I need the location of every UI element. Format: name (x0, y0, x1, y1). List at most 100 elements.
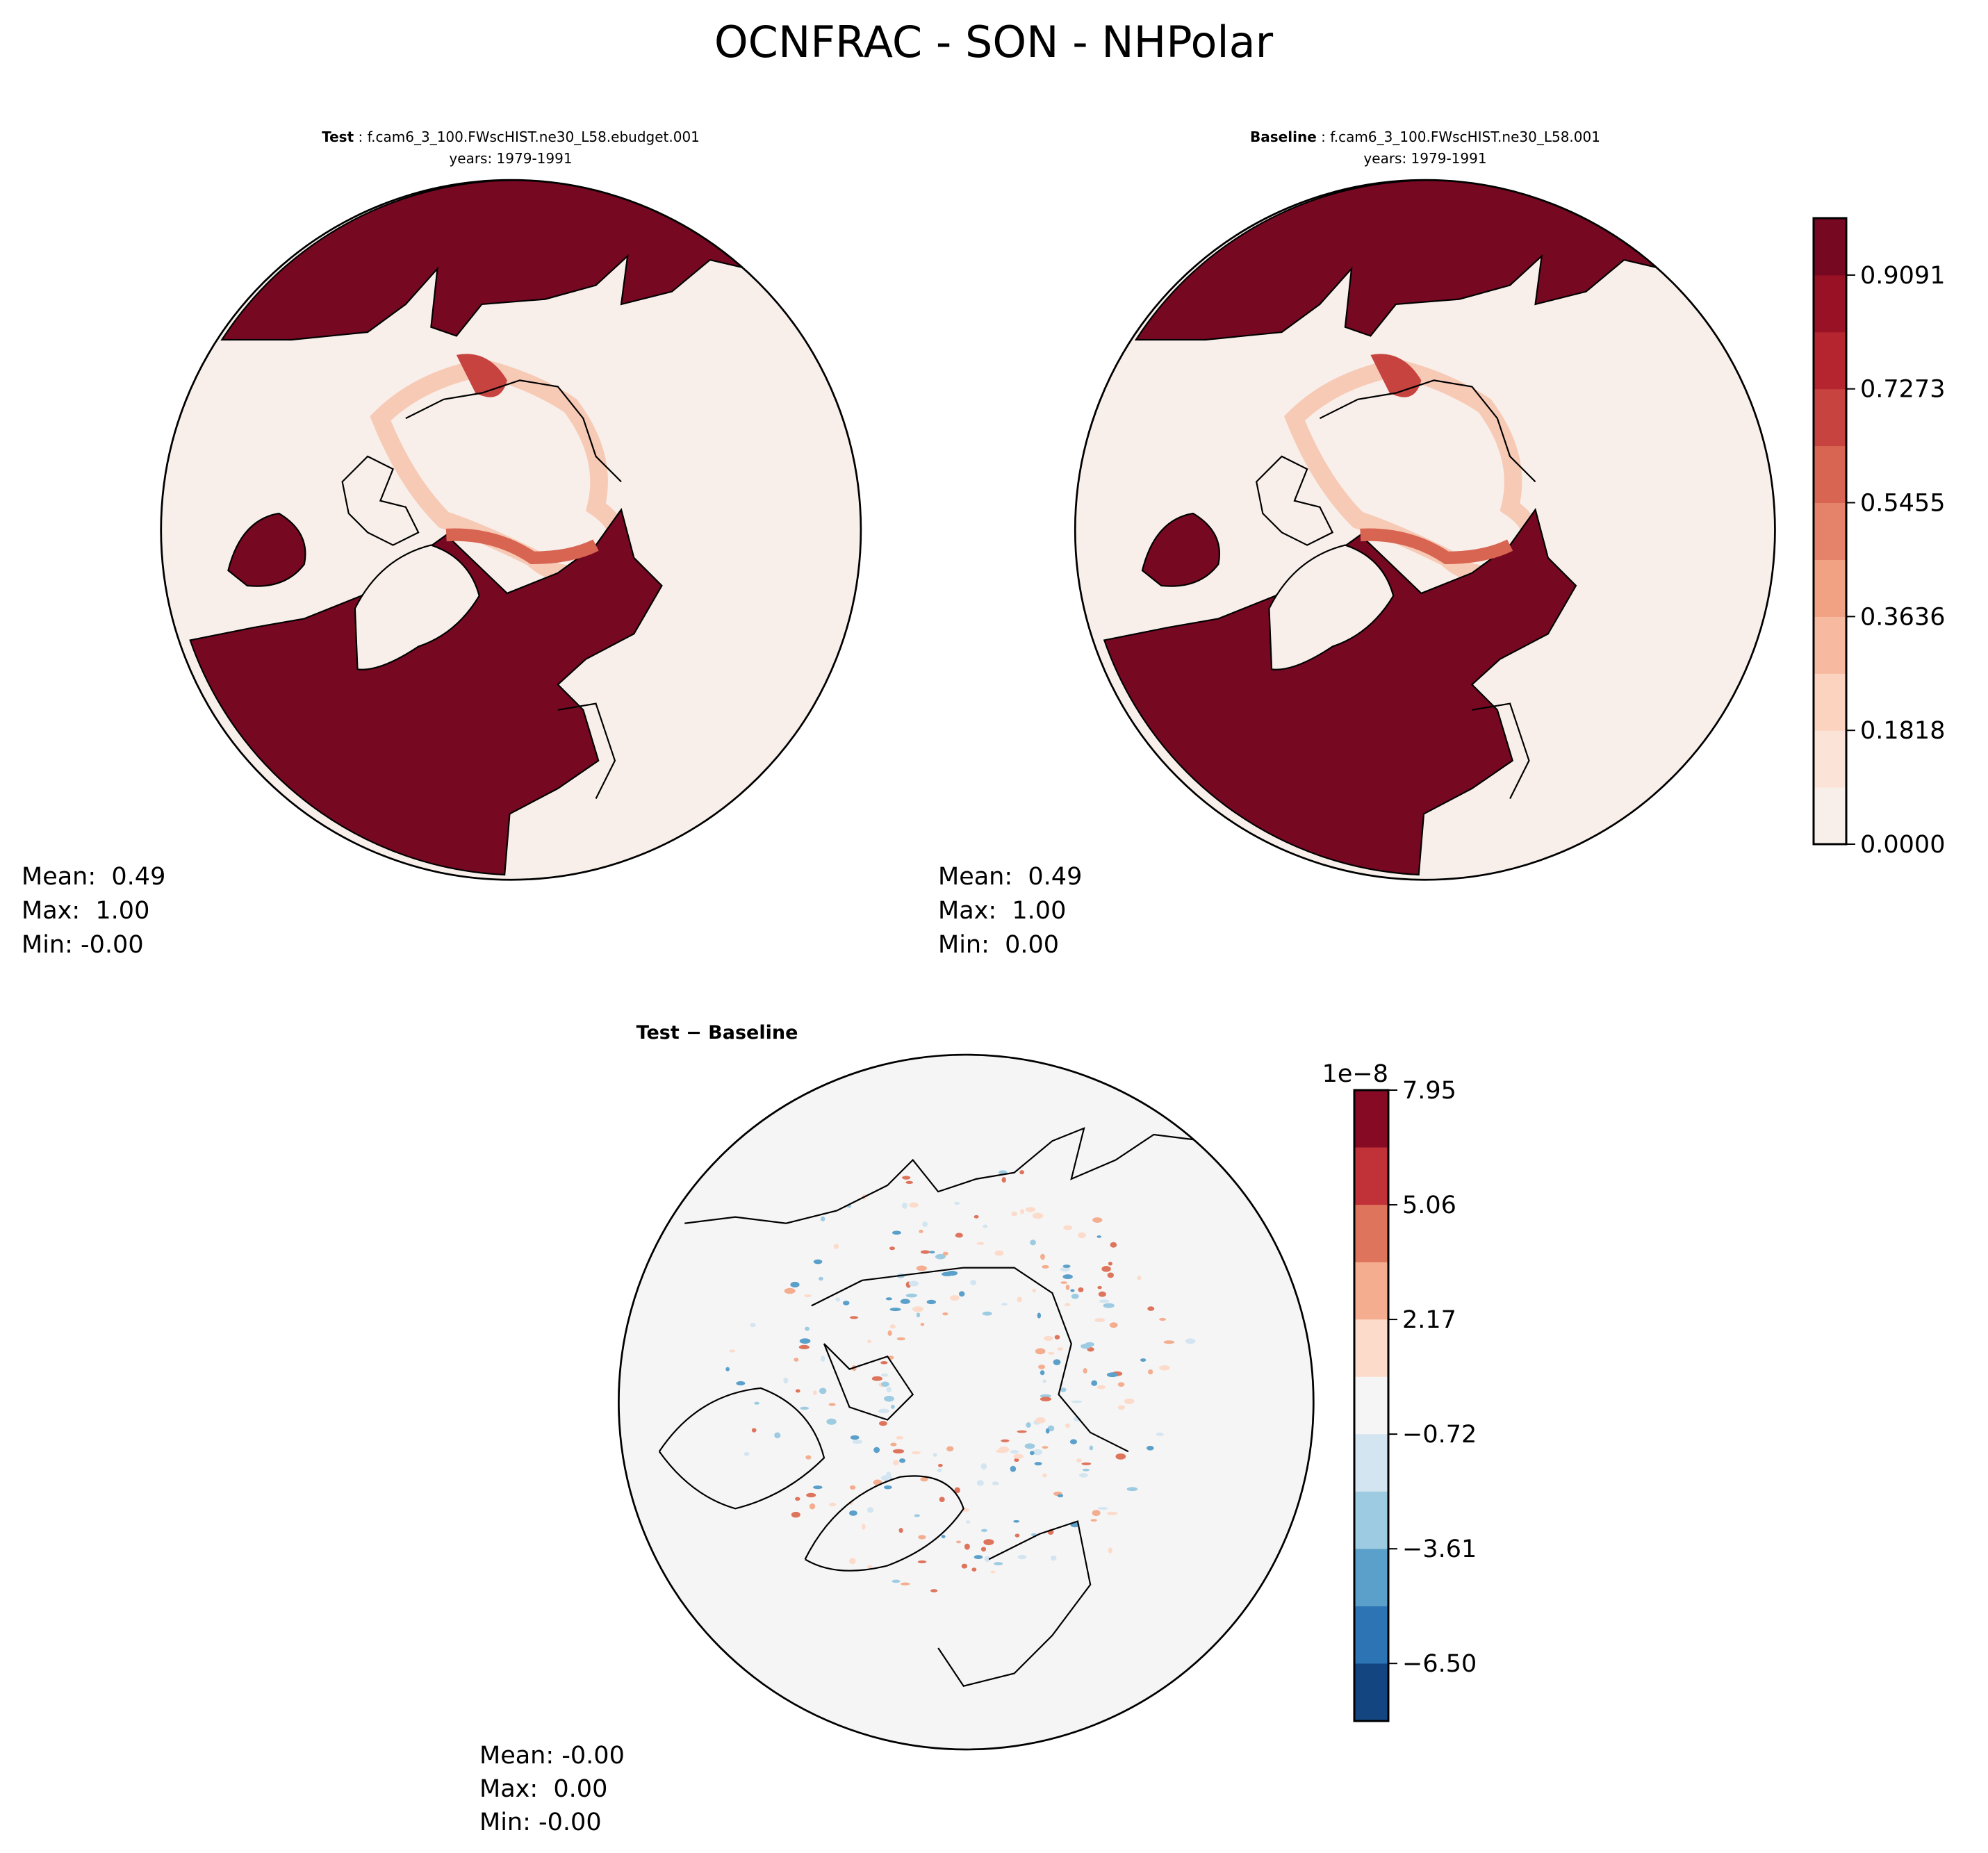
difference-speckle (1106, 1372, 1118, 1378)
difference-speckle (813, 1259, 823, 1265)
difference-speckle (1060, 1387, 1067, 1392)
stat-min: Min: 0.00 (938, 931, 1059, 959)
difference-speckle (966, 1520, 971, 1524)
difference-speckle (884, 1395, 894, 1402)
difference-speckle (880, 1475, 892, 1481)
stat-max: Max: 1.00 (938, 897, 1066, 925)
stat-mean: Mean: 0.49 (938, 863, 1082, 891)
difference-speckle (1017, 1296, 1022, 1303)
difference-speckle (917, 1560, 927, 1563)
panel-baseline-title: Baseline : f.cam6_3_100.FWscHIST.ne30_L5… (1250, 129, 1600, 145)
difference-speckle (1085, 1342, 1094, 1347)
difference-speckle (1001, 1177, 1006, 1183)
difference-speckle (1042, 1473, 1047, 1478)
difference-speckle (1062, 1265, 1071, 1268)
difference-speckle (900, 1299, 910, 1304)
difference-speckle (939, 1497, 945, 1502)
colorbar-tick-label: 0.0000 (1860, 831, 1945, 859)
difference-speckle (1063, 1225, 1073, 1230)
difference-speckle (889, 1324, 896, 1329)
difference-speckle (1078, 1287, 1084, 1292)
difference-speckle (1140, 1358, 1147, 1362)
difference-speckle (886, 1386, 892, 1393)
difference-speckle (992, 1481, 999, 1485)
difference-speckle (1159, 1317, 1167, 1321)
colorbar-band (1814, 730, 1846, 788)
difference-speckle (919, 1229, 923, 1233)
difference-speckle (1071, 1294, 1079, 1299)
difference-speckle (1097, 1285, 1102, 1290)
difference-speckle (1019, 1170, 1024, 1175)
difference-speckle (878, 1421, 887, 1426)
difference-speckle (1060, 1267, 1070, 1271)
difference-speckle (1065, 1303, 1071, 1307)
difference-speckle (750, 1322, 756, 1328)
difference-speckle (1108, 1261, 1112, 1266)
colorbar-band (1814, 673, 1846, 731)
difference-speckle (725, 1367, 730, 1372)
stat-min: Min: -0.00 (22, 931, 144, 959)
difference-speckle (1096, 1235, 1101, 1238)
difference-speckle (1060, 1281, 1067, 1284)
colorbar-tick-label: 0.9091 (1860, 262, 1945, 290)
difference-speckle (829, 1502, 837, 1507)
difference-speckle (1001, 1303, 1008, 1306)
difference-speckle (880, 1361, 888, 1365)
stat-max: Max: 0.00 (479, 1775, 607, 1803)
difference-speckle (958, 1291, 965, 1297)
difference-speckle (937, 1468, 942, 1472)
difference-speckle (916, 1312, 921, 1318)
difference-speckle (835, 1297, 841, 1302)
difference-speckle (984, 1556, 991, 1563)
difference-speckle (1040, 1397, 1052, 1401)
difference-speckle (1108, 1547, 1112, 1554)
difference-speckle (942, 1271, 953, 1276)
difference-speckle (1033, 1449, 1043, 1456)
difference-speckle (1147, 1445, 1154, 1451)
colorbar-band (1814, 559, 1846, 617)
colorbar-frame (1812, 217, 1848, 846)
difference-speckle (1126, 1487, 1138, 1492)
difference-speckle (890, 1442, 897, 1447)
difference-speckle (1011, 1211, 1017, 1217)
colorbar-band (1814, 502, 1846, 560)
difference-speckle (1090, 1519, 1097, 1522)
colorbar-band (1354, 1147, 1388, 1205)
difference-speckle (1099, 1299, 1110, 1303)
difference-speckle (1050, 1555, 1057, 1561)
difference-speckle (892, 1579, 901, 1583)
difference-speckle (795, 1497, 800, 1501)
difference-speckle (905, 1180, 914, 1184)
colorbar-tick-label: −6.50 (1402, 1650, 1477, 1678)
difference-speckle (890, 1404, 895, 1409)
difference-speckle (949, 1295, 960, 1301)
colorbar-frame (1353, 1089, 1390, 1722)
stat-mean: Mean: -0.00 (479, 1742, 625, 1770)
difference-speckle (826, 1418, 837, 1425)
difference-speckle (911, 1451, 921, 1455)
difference-speckle (852, 1440, 863, 1444)
difference-speckle (849, 1510, 857, 1516)
difference-speckle (1054, 1335, 1060, 1340)
difference-speckle (896, 1337, 905, 1341)
difference-speckle (1101, 1266, 1111, 1272)
difference-speckle (970, 1280, 977, 1285)
difference-speckle (1014, 1458, 1019, 1463)
colorbar-band (1354, 1376, 1388, 1435)
difference-speckle (820, 1356, 825, 1362)
difference-speckle (929, 1251, 935, 1254)
difference-speckle (920, 1476, 928, 1482)
difference-speckle (813, 1390, 817, 1396)
difference-speckle (881, 1381, 889, 1387)
colorbar-band (1354, 1319, 1388, 1378)
difference-speckle (892, 1460, 899, 1466)
difference-speckle (1091, 1380, 1098, 1386)
map-baseline (1074, 179, 1776, 881)
difference-speckle (916, 1265, 927, 1271)
difference-speckle (1013, 1453, 1024, 1459)
panel-difference: Test − Baseline Mean: -0.00 Max: 0.00 Mi… (479, 1022, 1315, 1836)
difference-speckle (885, 1297, 893, 1301)
colorbar-difference: 7.95 5.06 2.17 −0.72 −3.61 −6.50 1e−8 (1322, 1060, 1477, 1722)
difference-speckle (889, 1308, 901, 1312)
difference-speckle (1040, 1253, 1045, 1260)
